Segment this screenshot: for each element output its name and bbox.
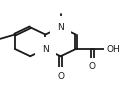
Text: N: N: [42, 45, 49, 54]
Text: N: N: [57, 23, 64, 32]
Text: O: O: [57, 72, 64, 81]
Text: O: O: [89, 62, 96, 71]
Text: OH: OH: [106, 45, 120, 54]
